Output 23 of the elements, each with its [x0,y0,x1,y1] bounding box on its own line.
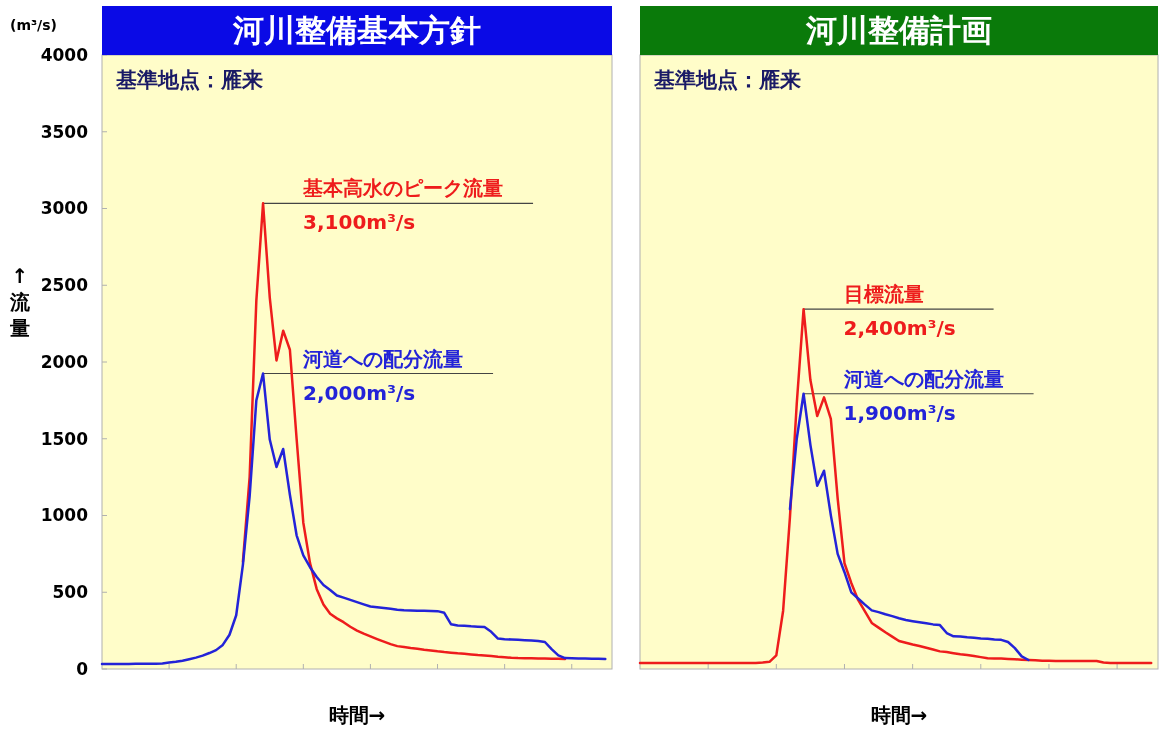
text: 基準地点：雁来 [115,68,263,92]
line-series [100,372,607,666]
chart-title: 河川整備基本方針 [232,12,481,48]
y-tick-label: 500 [52,582,89,603]
y-tick-label: 3500 [40,121,89,142]
chart-title: 河川整備計画 [805,12,992,48]
annotation: 河道への配分流量 1,900m³/s [842,366,1004,425]
y-tick-label: 4000 [40,44,89,65]
y-tick-label: 2500 [40,275,89,296]
x-axis-title: 時間→ [328,703,386,727]
line-series [241,202,567,661]
annotation: 目標流量 2,400m³/s [843,282,956,341]
y-tick-label: 1000 [40,505,89,526]
y-tick-label: 0 [76,658,89,679]
y-axis-title: ↑流量 [9,264,31,340]
annotation: 河道への配分流量 2,000m³/s [302,346,464,405]
y-tick-label: 1500 [40,428,89,449]
x-axis-title: 時間→ [870,703,928,727]
text: (m³/s) [10,17,57,33]
y-tick-label: 2000 [40,351,89,372]
annotation: 基本高水のピーク流量 3,100m³/s [302,176,504,235]
chart-subtitle: 基準地点：雁来 [653,68,801,92]
y-tick-label: 3000 [40,198,89,219]
